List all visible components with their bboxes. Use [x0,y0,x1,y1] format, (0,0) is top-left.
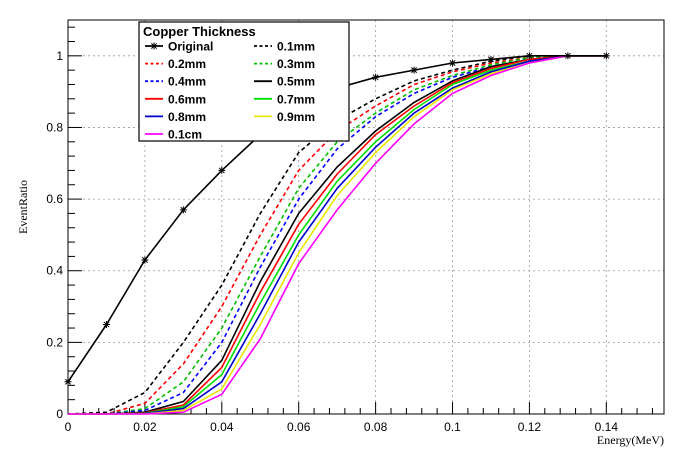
y-axis-label: EventRatio [16,180,30,234]
y-tick-label: 0.2 [46,335,63,349]
data-point [602,52,610,60]
legend-label: 0.8mm [168,110,206,124]
legend-label: 0.6mm [168,92,206,106]
x-tick-label: 0.06 [287,420,311,434]
plot-frame [67,19,665,415]
y-tick-label: 0 [56,407,63,421]
data-point [487,55,495,63]
data-point [525,52,533,60]
legend-marker [150,42,158,50]
legend: Copper Thickness Original 0.1mm 0.2mm 0.3mm… [138,21,350,142]
x-tick-label: 0.02 [133,420,157,434]
x-tick-label: 0.08 [364,420,388,434]
series-line-0.1cm [68,54,607,415]
legend-label: 0.7mm [277,92,315,106]
y-tick-label: 0.6 [46,192,63,206]
data-point [372,73,380,81]
legend-box [138,21,350,142]
x-tick-label: 0.14 [595,420,619,434]
data-point [141,256,149,264]
x-tick-label: 0.1 [444,420,461,434]
axes: 0 0.02 0.04 0.06 0.08 0.1 0.12 0.14 0 0.2 0.4 0.6 0.… [46,19,665,434]
legend-label: Original [168,40,213,54]
series-line-0.3mm [68,54,607,415]
legend-label: 0.3mm [277,57,315,71]
x-tick-label: 0.04 [210,420,234,434]
series-lines [64,52,610,415]
x-axis-label: Energy(MeV) [597,433,664,447]
legend-label: 0.1cm [168,128,202,142]
legend-label: 0.5mm [277,75,315,89]
y-tick-label: 0.4 [46,264,63,278]
data-point [410,66,418,74]
data-point [102,320,110,328]
x-tick-label: 0.12 [518,420,542,434]
data-point [64,378,72,386]
legend-title: Copper Thickness [143,24,256,39]
legend-label: 0.1mm [277,40,315,54]
x-tick-label: 0 [65,420,72,434]
series-line-0.6mm [68,54,607,415]
legend-label: 0.2mm [168,57,206,71]
data-point [449,59,457,67]
legend-label: 0.4mm [168,75,206,89]
y-tick-label: 1 [56,49,63,63]
series-line-0.8mm [68,54,607,415]
y-tick-label: 0.8 [46,120,63,134]
data-point [564,52,572,60]
legend-label: 0.9mm [277,110,315,124]
data-point [218,166,226,174]
data-point [179,206,187,214]
